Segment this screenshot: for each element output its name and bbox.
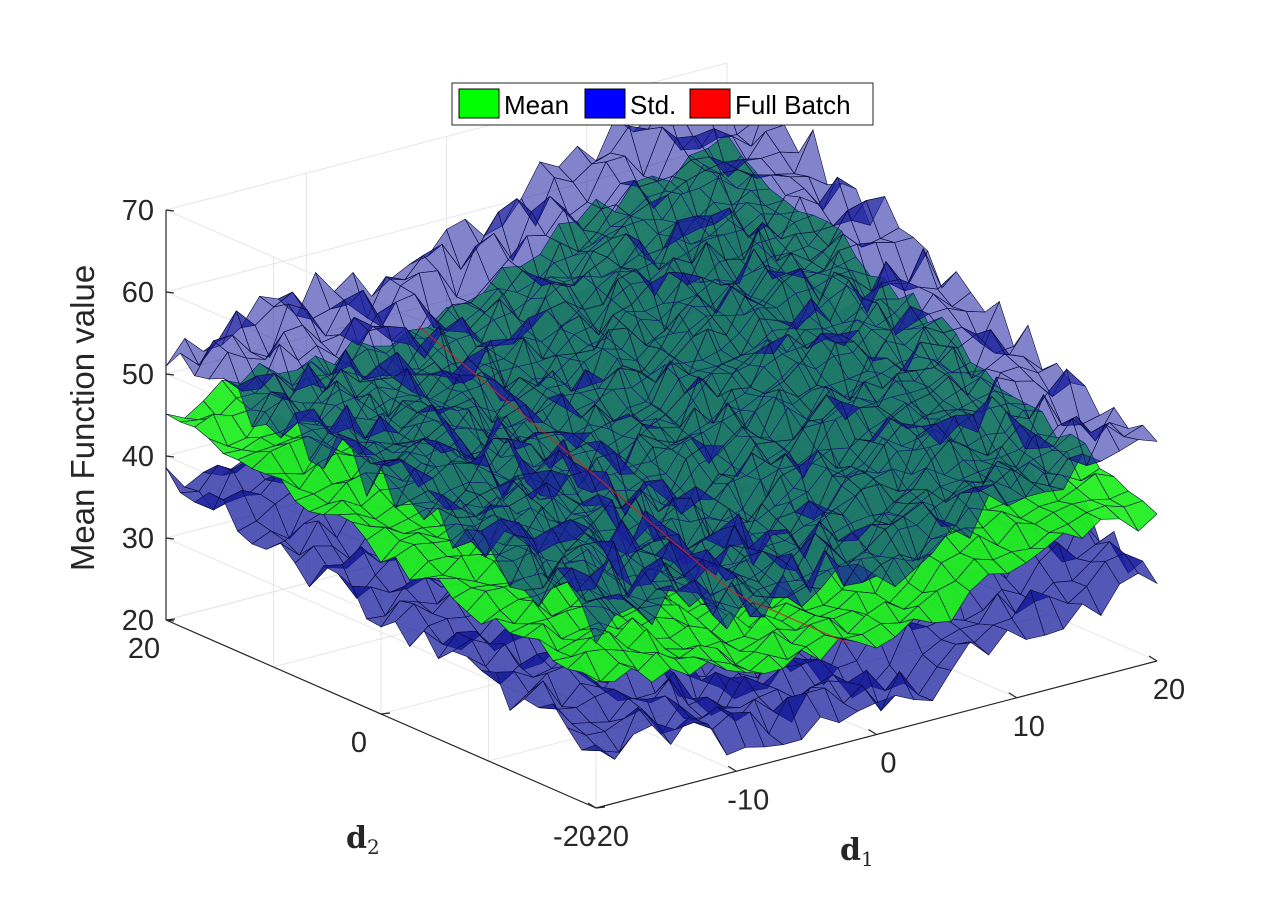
z-tick bbox=[165, 209, 175, 212]
z-tick-label: 60 bbox=[122, 277, 154, 309]
legend-swatch-mean bbox=[458, 88, 500, 119]
legend-label-std: Std. bbox=[630, 90, 676, 120]
tick-marks bbox=[165, 209, 1158, 809]
legend-entry-mean: Mean bbox=[458, 88, 569, 120]
z-tick-label: 20 bbox=[122, 605, 154, 637]
surfaces bbox=[165, 82, 1158, 760]
legend-entry-std: Std. bbox=[584, 88, 676, 120]
x-tick-label: -20 bbox=[587, 821, 629, 853]
z-tick bbox=[165, 291, 175, 294]
y-tick bbox=[595, 806, 606, 809]
legend: Mean Std. Full Batch bbox=[451, 82, 874, 126]
legend-swatch-std bbox=[584, 88, 626, 119]
x-tick bbox=[868, 728, 877, 736]
z-tick-labels: 20 30 40 50 60 70 bbox=[122, 195, 154, 637]
x-tick-label: -10 bbox=[727, 784, 769, 816]
legend-label-mean: Mean bbox=[504, 90, 569, 120]
z-tick-label: 50 bbox=[122, 359, 154, 391]
y-tick-labels: -20 0 20 bbox=[128, 633, 595, 853]
std-upper-surface-facet bbox=[1123, 424, 1158, 442]
legend-box bbox=[451, 82, 874, 126]
z-tick-label: 40 bbox=[122, 441, 154, 473]
z-axis-label: Mean Function value bbox=[64, 265, 101, 571]
x-tick bbox=[727, 765, 737, 772]
y-tick bbox=[165, 618, 176, 621]
z-tick bbox=[165, 455, 175, 458]
full-batch-line bbox=[418, 325, 849, 645]
x-tick-labels: -20 -10 0 10 20 bbox=[587, 674, 1185, 853]
z-tick bbox=[165, 537, 175, 540]
y-axis-label: d2 bbox=[346, 821, 380, 859]
x-tick-label: 20 bbox=[1153, 674, 1185, 706]
y-tick bbox=[380, 712, 391, 715]
x-tick-label: 0 bbox=[880, 748, 896, 780]
x-tick bbox=[1148, 655, 1158, 662]
std-upper-surface bbox=[165, 82, 1158, 644]
y-tick-label: -20 bbox=[553, 821, 595, 853]
legend-label-full-batch: Full Batch bbox=[735, 90, 851, 120]
y-tick-label: 20 bbox=[128, 633, 160, 665]
x-tick bbox=[1008, 692, 1018, 699]
legend-entry-full-batch: Full Batch bbox=[689, 88, 851, 120]
x-tick-label: 10 bbox=[1013, 711, 1045, 743]
legend-swatch-full-batch bbox=[689, 88, 731, 119]
full-batch-surface bbox=[418, 325, 849, 645]
z-tick-label: 70 bbox=[122, 195, 154, 227]
z-tick bbox=[165, 373, 175, 376]
x-tick bbox=[587, 802, 597, 809]
std-lower-surface-facet bbox=[1123, 552, 1158, 585]
mean-surface-facet bbox=[1123, 500, 1158, 532]
z-tick-label: 30 bbox=[122, 523, 154, 555]
x-axis-label: d1 bbox=[840, 833, 874, 871]
y-tick-label: 0 bbox=[351, 727, 367, 759]
